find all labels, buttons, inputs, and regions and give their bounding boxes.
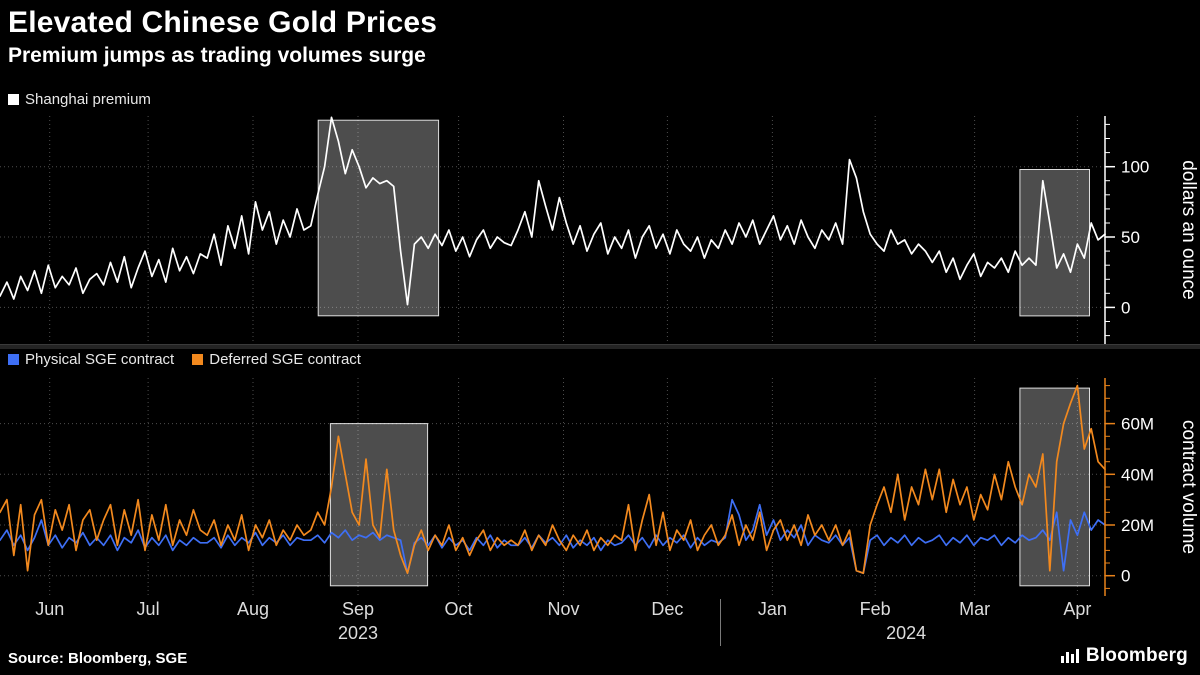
legend-swatch-deferred bbox=[192, 354, 204, 365]
legend-label-physical-sge: Physical SGE contract bbox=[25, 351, 175, 368]
legend-swatch-physical bbox=[8, 354, 19, 365]
x-axis-month-apr: Apr bbox=[1063, 599, 1092, 619]
svg-text:50: 50 bbox=[1121, 228, 1140, 247]
x-axis-year-2024: 2024 bbox=[886, 623, 927, 643]
x-axis-month-aug: Aug bbox=[237, 599, 270, 619]
svg-text:60M: 60M bbox=[1121, 415, 1154, 434]
x-axis-month-jan: Jan bbox=[757, 599, 787, 619]
legend-swatch-premium bbox=[8, 94, 19, 105]
svg-text:20M: 20M bbox=[1121, 516, 1154, 535]
source-note: Source: Bloomberg, SGE bbox=[8, 650, 188, 667]
legend-item-shanghai-premium: Shanghai premium bbox=[8, 91, 151, 108]
svg-text:0: 0 bbox=[1121, 298, 1130, 317]
year-divider-line bbox=[720, 599, 722, 646]
legend-item-physical-sge: Physical SGE contract bbox=[8, 351, 174, 368]
svg-text:100: 100 bbox=[1121, 158, 1149, 177]
x-axis-month-sep: Sep bbox=[342, 599, 375, 619]
svg-text:contract volume: contract volume bbox=[1178, 420, 1199, 554]
svg-text:0: 0 bbox=[1121, 567, 1130, 586]
bloomberg-logo-text: Bloomberg bbox=[1085, 645, 1188, 666]
x-axis-month-jun: Jun bbox=[35, 599, 65, 619]
x-axis-month-jul: Jul bbox=[136, 599, 160, 619]
legend-label-shanghai-premium: Shanghai premium bbox=[25, 91, 151, 108]
shanghai-premium-line-chart: 0 50 100 dollars an ounce bbox=[0, 116, 1199, 344]
x-axis-month-feb: Feb bbox=[859, 599, 891, 619]
x-axis: Jun Jul Aug Sep Oct Nov Dec Jan Feb Mar Apr 2023 202… bbox=[0, 597, 1200, 649]
contract-volume-line-chart: 0 20M 40M 60M contract volume bbox=[0, 378, 1199, 596]
legend-label-deferred-sge: Deferred SGE contract bbox=[209, 351, 361, 368]
x-axis-year-2023: 2023 bbox=[337, 623, 379, 643]
legend-volume: Physical SGE contract Deferred SGE contr… bbox=[8, 351, 361, 368]
bloomberg-logo-icon bbox=[1060, 649, 1079, 663]
bloomberg-logo: Bloomberg bbox=[1060, 645, 1188, 667]
page-subtitle: Premium jumps as trading volumes surge bbox=[8, 44, 426, 67]
panel-divider bbox=[0, 344, 1200, 349]
x-axis-month-nov: Nov bbox=[547, 599, 580, 619]
x-axis-month-mar: Mar bbox=[959, 599, 991, 619]
legend-item-deferred-sge: Deferred SGE contract bbox=[192, 351, 361, 368]
x-axis-month-dec: Dec bbox=[651, 599, 684, 619]
legend-premium: Shanghai premium bbox=[8, 91, 151, 108]
x-axis-month-oct: Oct bbox=[444, 599, 473, 619]
svg-text:40M: 40M bbox=[1121, 465, 1154, 484]
page-title: Elevated Chinese Gold Prices bbox=[8, 6, 438, 39]
svg-text:dollars an ounce: dollars an ounce bbox=[1178, 160, 1199, 299]
